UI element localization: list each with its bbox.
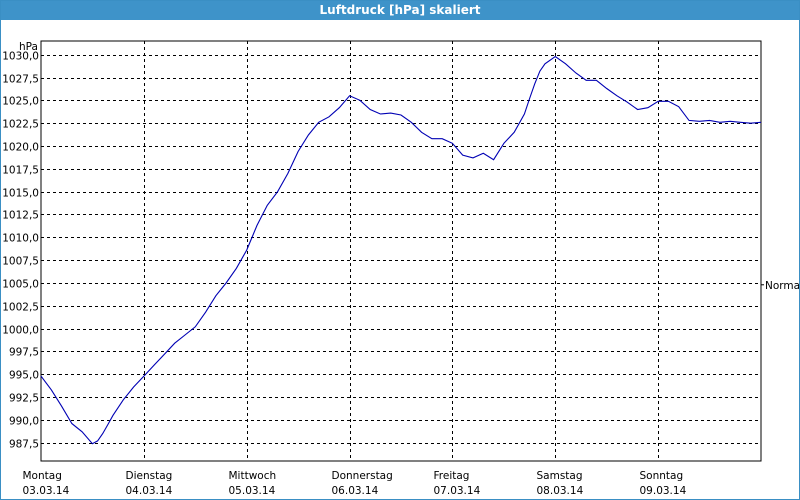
y-tick-label: 997,5: [9, 347, 39, 359]
chart-title: Luftdruck [hPa] skaliert: [1, 1, 799, 20]
normal-reference-label: Normal: [765, 280, 799, 292]
y-tick-label: 1020,0: [2, 142, 39, 154]
x-tick-day-label: Montag: [23, 470, 62, 482]
y-tick-label: 1010,0: [2, 233, 39, 245]
x-tick-day-label: Freitag: [434, 470, 470, 482]
x-tick-date-label: 05.03.14: [229, 485, 276, 497]
x-tick-date-label: 07.03.14: [434, 485, 481, 497]
x-tick-day-label: Samstag: [537, 470, 583, 482]
pressure-series-line: [40, 55, 762, 445]
y-tick-label: 1002,5: [2, 302, 39, 314]
y-tick-label: 1022,5: [2, 119, 39, 131]
y-tick-label: 990,0: [9, 416, 39, 428]
x-tick-date-label: 08.03.14: [537, 485, 584, 497]
x-axis-ticks: Montag 03.03.14 Dienstag 04.03.14 Mittwoch 05…: [23, 470, 687, 497]
y-tick-label: 1000,0: [2, 325, 39, 337]
y-tick-label: 992,5: [9, 393, 39, 405]
y-tick-label: 1017,5: [2, 165, 39, 177]
y-tick-label: 995,0: [9, 370, 39, 382]
y-axis-unit-label: hPa: [19, 41, 38, 53]
x-tick-date-label: 09.03.14: [640, 485, 687, 497]
x-tick-date-label: 06.03.14: [332, 485, 379, 497]
x-tick-day-label: Dienstag: [126, 470, 173, 482]
x-tick-date-label: 04.03.14: [126, 485, 173, 497]
x-tick-day-label: Donnerstag: [332, 470, 393, 482]
y-tick-label: 1005,0: [2, 279, 39, 291]
y-tick-label: 1012,5: [2, 210, 39, 222]
y-tick-label: 1025,0: [2, 96, 39, 108]
x-tick-day-label: Sonntag: [640, 470, 684, 482]
x-tick-date-label: 03.03.14: [23, 485, 70, 497]
y-axis-ticks: 987,5 990,0 992,5 995,0 997,5 1000,0 1002,5 100…: [2, 51, 39, 451]
y-tick-label: 1030,0: [2, 51, 39, 63]
y-tick-label: 1007,5: [2, 256, 39, 268]
y-tick-label: 1027,5: [2, 74, 39, 86]
grid-lines: [41, 41, 761, 461]
y-tick-label: 987,5: [9, 439, 39, 451]
plot-area: [40, 40, 762, 462]
y-tick-label: 1015,0: [2, 188, 39, 200]
pressure-chart: 987,5 990,0 992,5 995,0 997,5 1000,0 1002,5 100…: [2, 40, 799, 497]
x-tick-day-label: Mittwoch: [229, 470, 277, 482]
